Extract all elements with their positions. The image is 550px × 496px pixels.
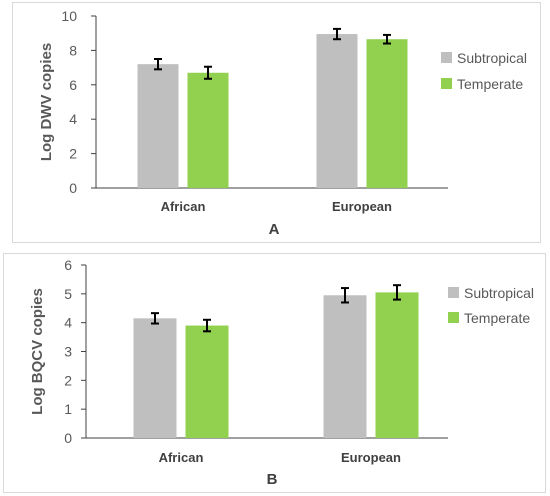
y-tick-label: 2 [64, 372, 72, 388]
legend-label: Subtropical [464, 285, 534, 301]
legend-swatch [441, 52, 452, 63]
bar-european-subtropical [323, 295, 367, 438]
y-tick-label: 2 [69, 146, 77, 162]
bar-european-temperate [375, 292, 419, 438]
chart-panel-b: Log BQCV copies 0 1 2 3 4 5 6 African European Sub… [3, 253, 546, 493]
chart-a-svg: Log DWV copies 0 2 4 6 8 10 African European Subt… [38, 8, 527, 238]
legend-label: Temperate [457, 76, 523, 92]
x-category-label: African [161, 199, 206, 214]
bar-african-subtropical [137, 64, 179, 188]
y-axis-label: Log DWV copies [38, 43, 55, 161]
y-axis-label: Log BQCV copies [29, 288, 46, 415]
y-tick-label: 6 [69, 77, 77, 93]
y-tick-label: 0 [69, 180, 77, 196]
legend-swatch [441, 78, 452, 89]
y-tick-label: 3 [64, 344, 72, 360]
y-tick-label: 4 [64, 315, 72, 331]
y-tick-label: 0 [64, 430, 72, 446]
y-tick-label: 8 [69, 42, 77, 58]
panel-letter: B [267, 471, 278, 488]
chart-b-svg: Log BQCV copies 0 1 2 3 4 5 6 African European Sub… [29, 257, 534, 488]
y-tick-label: 5 [64, 286, 72, 302]
bar-european-subtropical [316, 34, 358, 188]
legend-swatch [448, 312, 459, 323]
legend-label: Temperate [464, 310, 530, 326]
bar-european-temperate [366, 39, 408, 188]
bar-african-temperate [185, 325, 229, 438]
x-category-label: African [159, 450, 204, 465]
legend-swatch [448, 287, 459, 298]
bar-african-temperate [187, 72, 229, 188]
legend-label: Subtropical [457, 50, 527, 66]
chart-panel-a: Log DWV copies 0 2 4 6 8 10 African European Subt… [12, 2, 541, 243]
y-tick-label: 6 [64, 257, 72, 273]
panel-letter: A [269, 221, 280, 238]
y-tick-label: 1 [64, 401, 72, 417]
y-tick-label: 4 [69, 111, 77, 127]
y-tick-label: 10 [61, 8, 77, 24]
x-category-label: European [332, 199, 392, 214]
bar-african-subtropical [133, 318, 177, 438]
x-category-label: European [341, 450, 401, 465]
